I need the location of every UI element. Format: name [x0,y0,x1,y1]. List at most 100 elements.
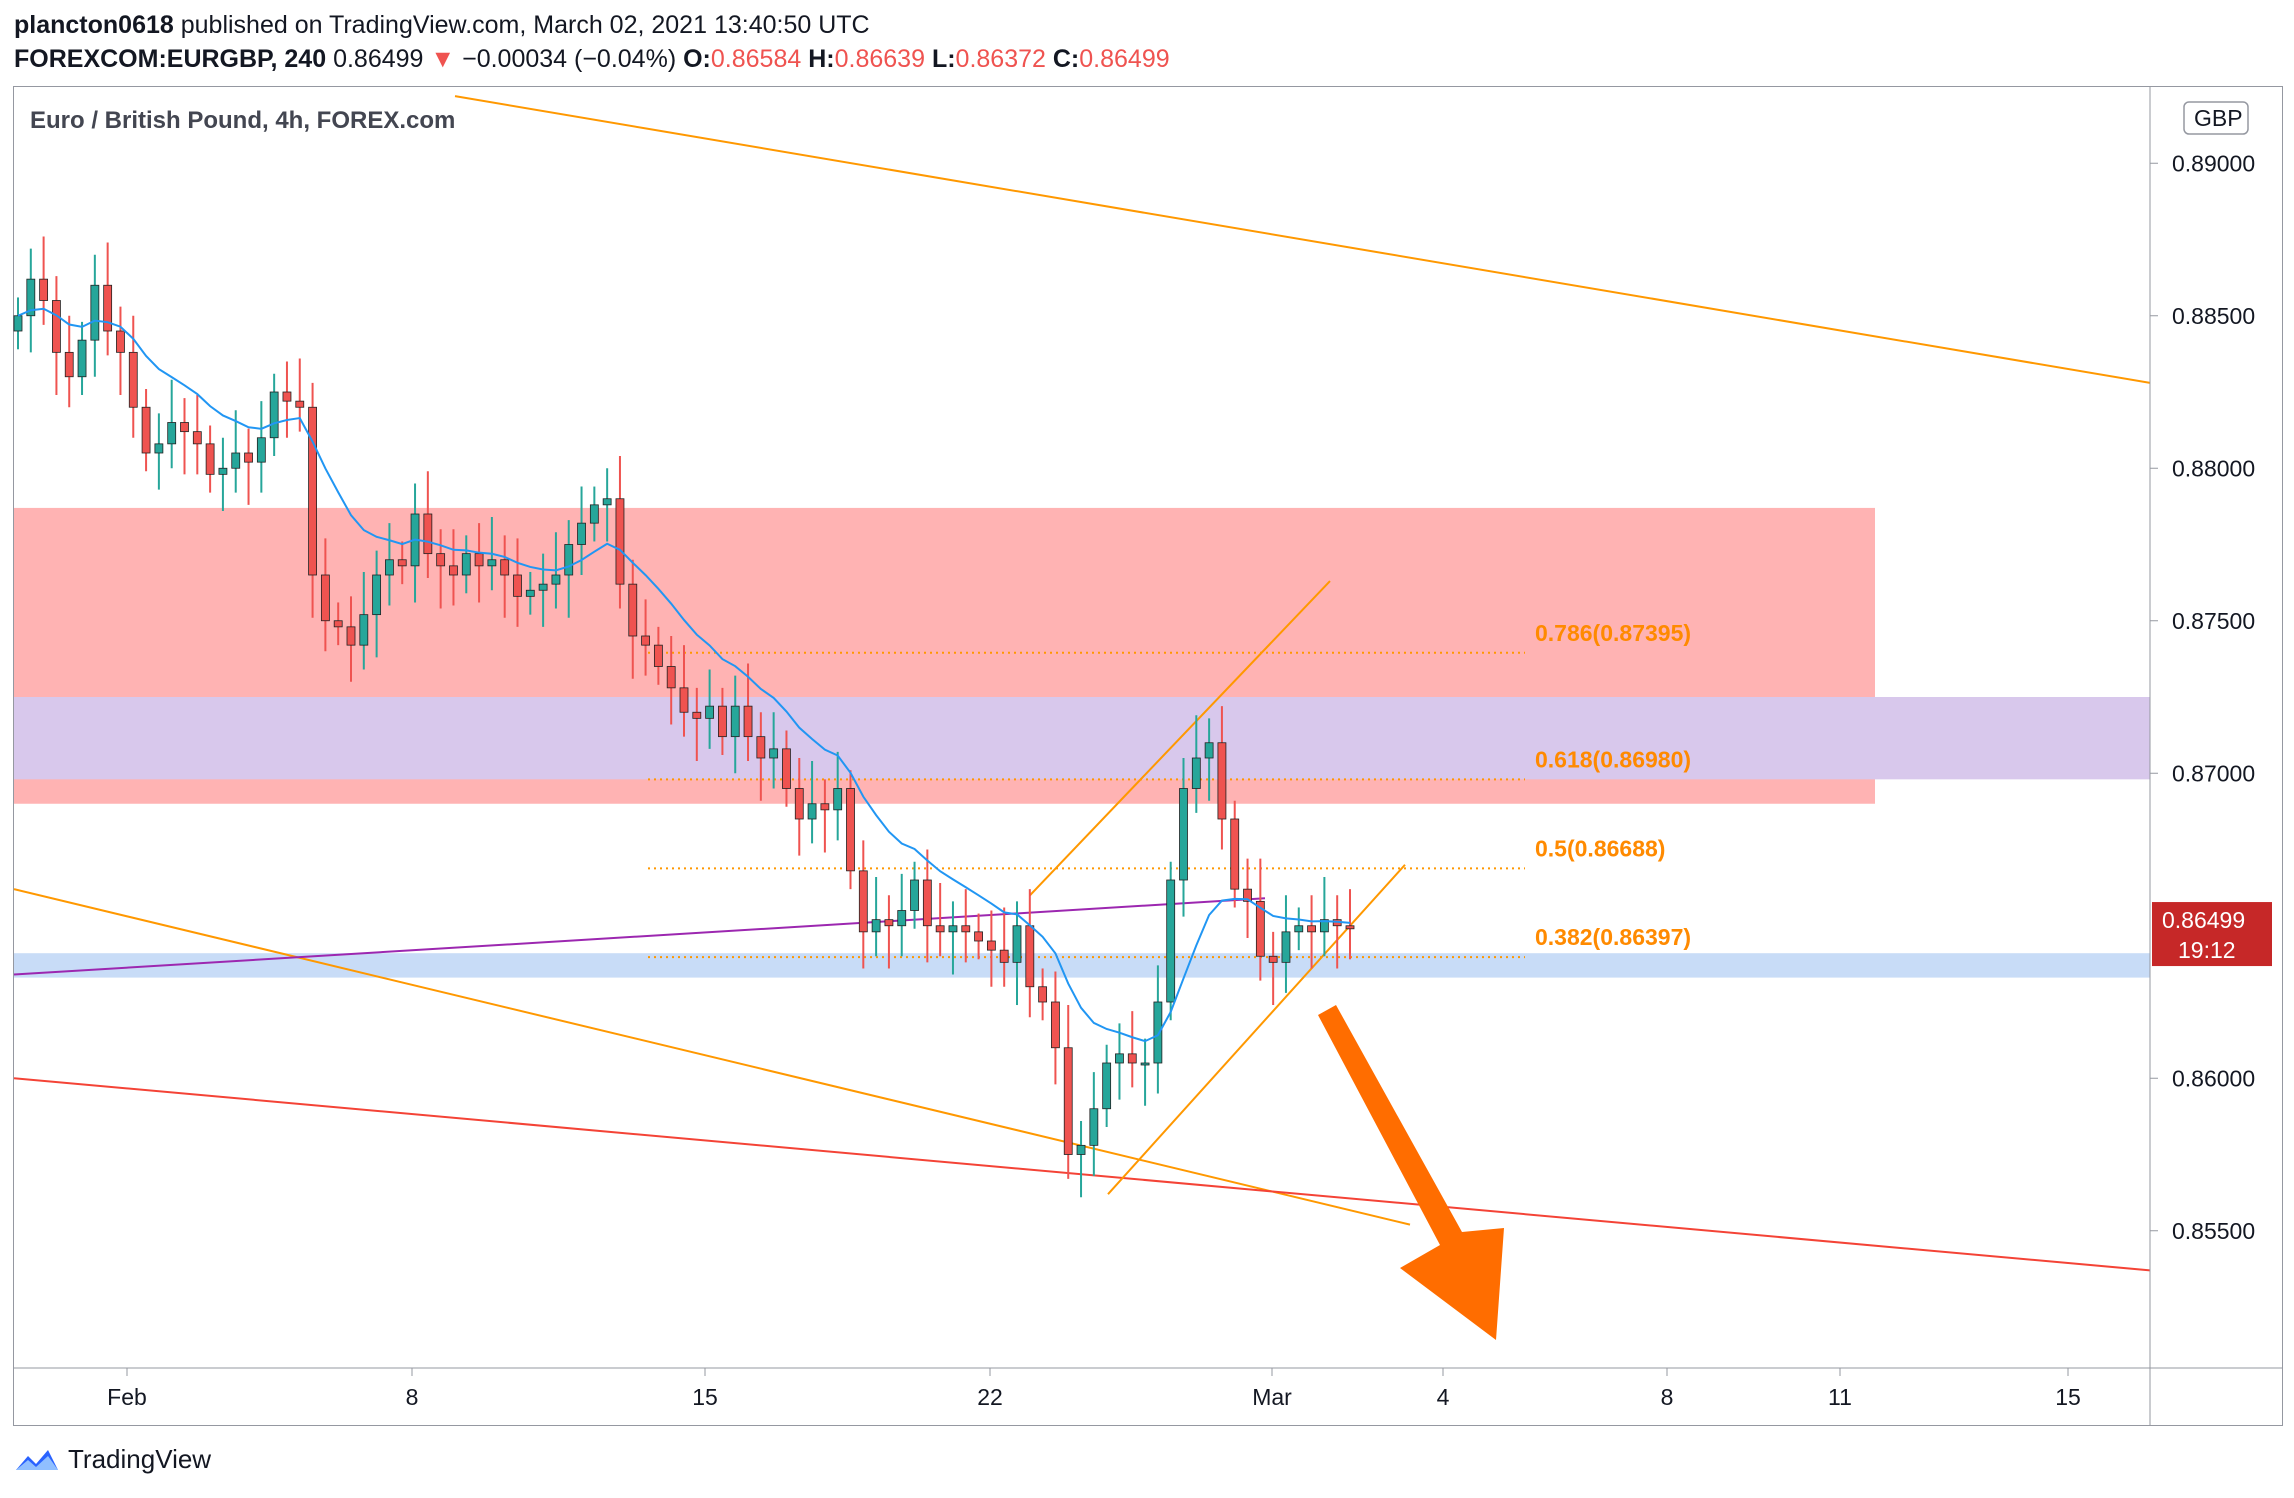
time-tick-label: 11 [1828,1384,1852,1410]
candle-body [615,498,625,585]
candle-body [1319,919,1329,933]
candle-body [1204,742,1214,759]
candle-body [1230,818,1240,890]
candle-body [487,559,497,567]
candle-body [180,422,189,433]
candle-body [628,583,638,637]
candle-body [1179,788,1188,881]
time-tick-label: Feb [107,1384,147,1410]
change-value: −0.00034 (−0.04%) [462,45,677,73]
last-price: 0.86499 [333,45,424,73]
candle-body [871,919,881,933]
candle-body [1166,879,1176,1003]
candle-body [13,315,23,332]
trendline-lower-orange [13,888,1411,1226]
candle-body [986,940,996,951]
moving-average-line [17,307,1351,1043]
time-tick-label: 15 [2055,1384,2081,1410]
candle-body [922,879,932,927]
candle-body [295,400,305,408]
candle-body [474,553,484,567]
symbol-label[interactable]: FOREXCOM:EURGBP, 240 [14,45,327,73]
chart-header: plancton0618 published on TradingView.co… [14,8,1170,76]
close-label: C: [1052,45,1080,73]
candle-body [1153,1001,1163,1064]
candle-body [1191,757,1201,789]
candle-body [1281,931,1291,963]
fib-level-label: 0.5(0.86688) [1535,835,1665,861]
candle-body [116,330,125,353]
candle-body [1255,900,1265,957]
candle-body [666,666,676,689]
candle-body [423,513,433,555]
candle-body [782,748,791,789]
candle-body [961,925,971,933]
candle-body [218,467,228,475]
candle-body [1140,1062,1150,1066]
time-tick-label: 8 [406,1384,419,1410]
candle-body [1217,742,1227,820]
candle-body [26,278,36,317]
currency-label[interactable]: GBP [2194,105,2243,131]
candle-body [372,574,382,616]
symbol-title: Euro / British Pound, 4h, FOREX.com [30,107,455,134]
bearish-arrow [1318,1005,1504,1340]
candle-body [564,544,574,576]
time-tick-label: 4 [1437,1384,1450,1410]
candle-body [282,391,292,402]
candle-body [231,452,241,469]
candle-body [244,452,253,463]
tradingview-logo-icon[interactable] [14,1446,60,1474]
candle-body [308,406,317,576]
candle-body [103,284,113,332]
candle-body [513,574,522,597]
candle-body [500,559,510,576]
tradingview-brand[interactable]: TradingView [68,1444,212,1474]
currency-badge[interactable] [2183,101,2249,135]
candle-body [1063,1047,1073,1155]
candle-body [39,278,49,301]
candle-body [718,705,727,738]
candle-body [397,559,407,567]
high-value: 0.86639 [834,45,925,73]
candle-body [935,925,945,933]
candle-body [77,339,87,378]
price-tick-label: 0.89000 [2172,150,2255,176]
candle-body [52,300,61,353]
candle-body [256,437,266,463]
candle-body [1076,1144,1086,1155]
candle-body [449,565,458,576]
candle-body [807,803,817,820]
price-tick-label: 0.87000 [2172,760,2255,786]
candle-body [999,949,1009,963]
candle-body [858,870,868,933]
close-value: 0.86499 [1079,45,1170,73]
candle-body [1345,925,1355,930]
candle-body [910,879,919,911]
countdown-label: 19:12 [2178,937,2236,963]
candle-body [794,788,804,820]
time-tick-label: 22 [977,1384,1003,1410]
candle-body [602,498,612,506]
time-tick-label: 8 [1661,1384,1674,1410]
author-name[interactable]: plancton0618 [14,11,174,39]
time-tick-label: Mar [1252,1384,1292,1410]
fib-level-label: 0.786(0.87395) [1535,620,1691,646]
candle-body [1307,925,1316,933]
last-price-label: 0.86499 [2162,907,2245,933]
time-tick-label: 15 [692,1384,718,1410]
candle-body [948,925,958,933]
candle-body [1127,1053,1137,1064]
chart-frame [13,86,2283,1426]
candle-body [461,553,471,576]
candle-body [90,284,100,341]
trendline-upper-orange [454,95,2151,384]
candle-body [692,711,702,719]
channel-upper-line [1029,580,1331,896]
candle-body [1051,1001,1060,1049]
low-value: 0.86372 [955,45,1046,73]
last-price-tag [2152,902,2272,967]
candle-body [154,443,164,454]
candle-body [756,736,766,759]
